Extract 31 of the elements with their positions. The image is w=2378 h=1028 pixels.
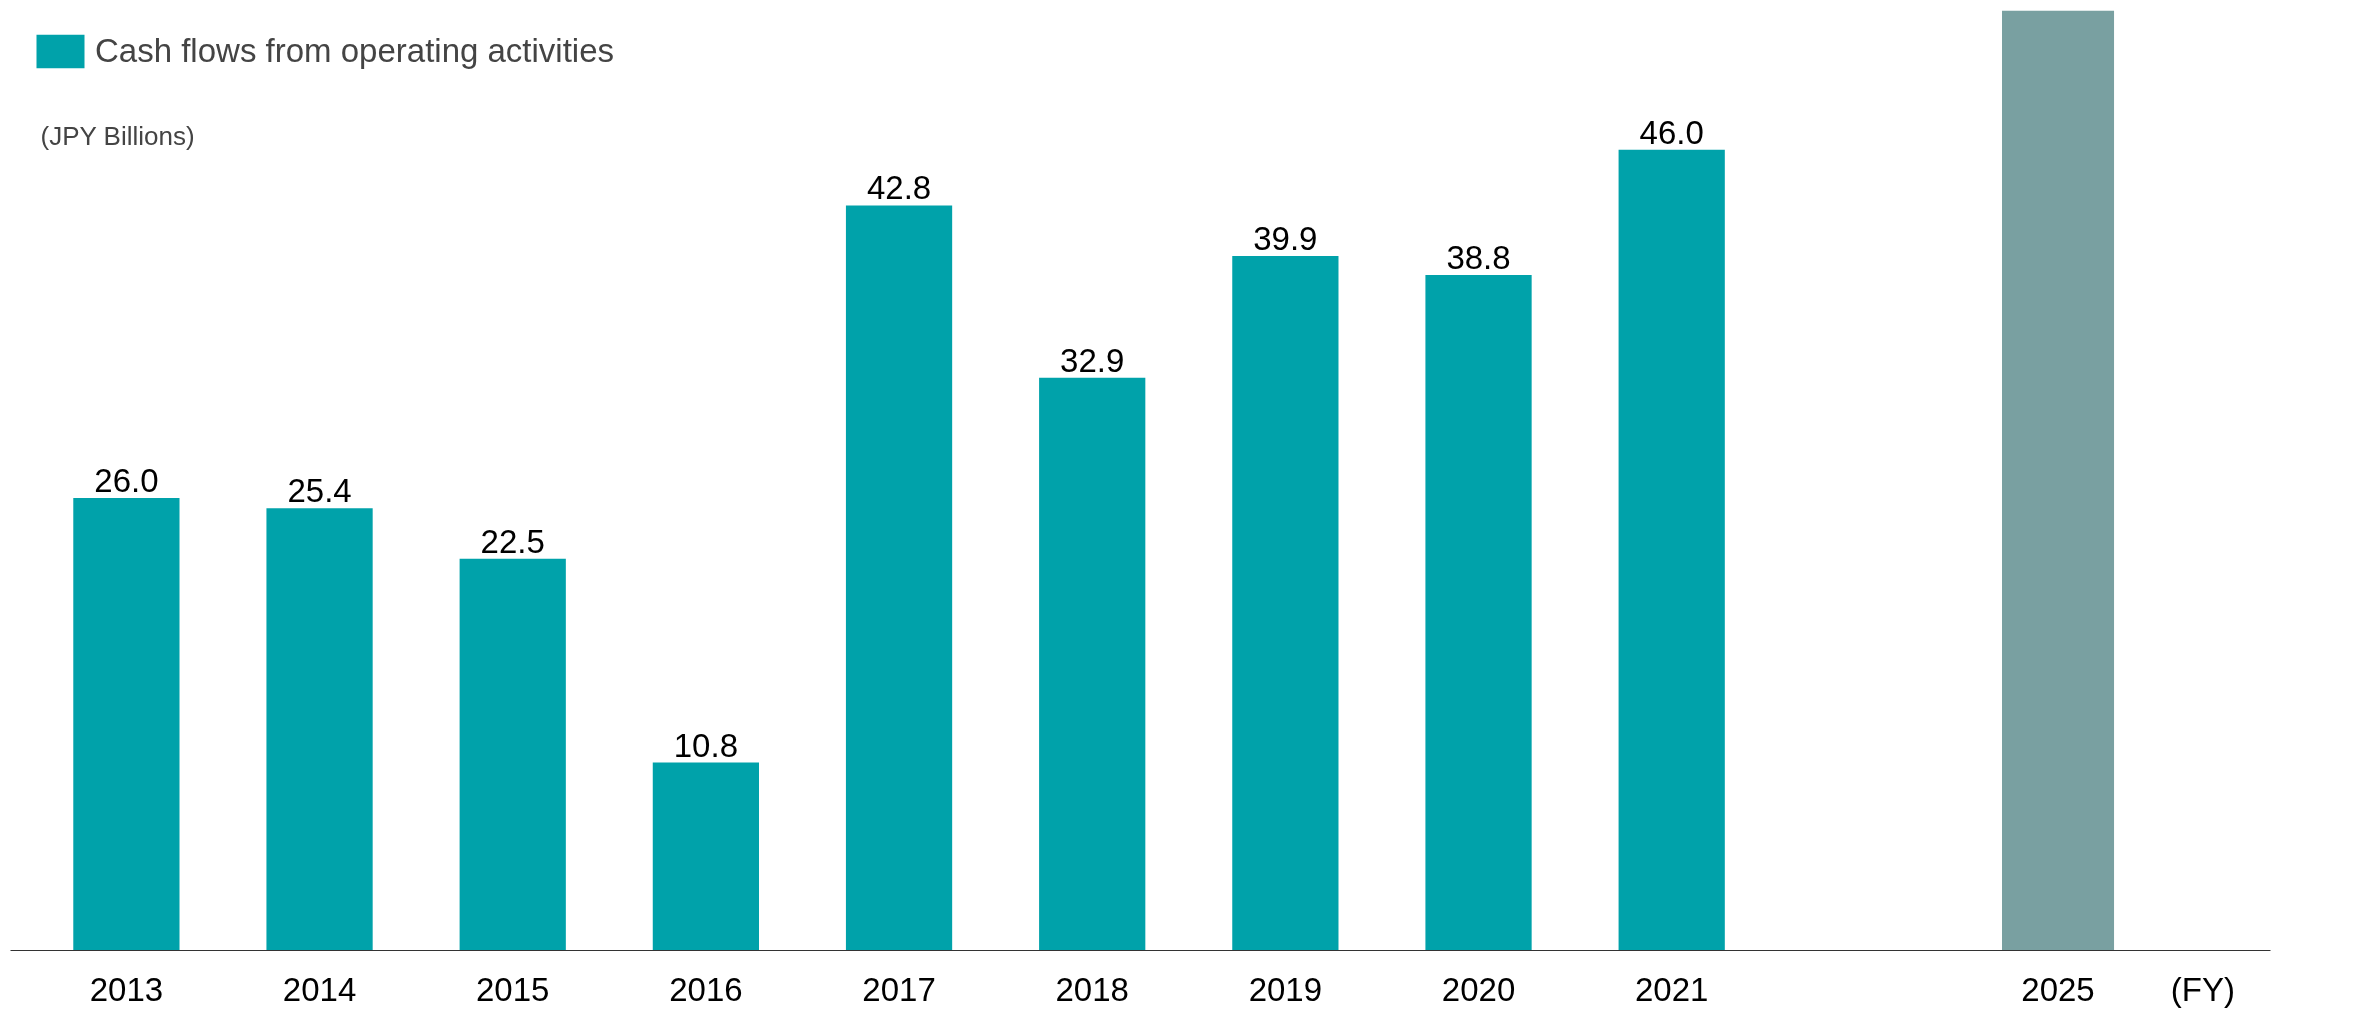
x-tick-label: 2025 [2021, 970, 2095, 1008]
x-tick-label: 2013 [89, 970, 164, 1008]
x-tick-label: 2021 [1634, 970, 1709, 1008]
x-tick-label: 2016 [669, 970, 743, 1008]
x-tick-label: 2014 [282, 970, 357, 1008]
data-label: 22.5 [480, 522, 545, 560]
annotation: (JPY Billions) [40, 120, 195, 151]
bar [845, 205, 953, 951]
x-tick-label: 2017 [862, 970, 936, 1008]
bar [1618, 149, 1725, 951]
data-label: 39.9 [1253, 219, 1318, 257]
bar [1425, 275, 1532, 951]
bar [652, 762, 759, 951]
data-label: 42.8 [866, 169, 932, 207]
bar [1039, 377, 1146, 951]
data-label: 46.0 [1639, 113, 1704, 151]
x-tick-label: 2015 [476, 970, 550, 1008]
bar [266, 508, 373, 951]
data-label: 25.4 [287, 472, 352, 510]
data-label: 10.8 [673, 726, 739, 764]
x-tick-label: 2020 [1441, 970, 1516, 1008]
bar [459, 558, 566, 951]
bar [1232, 255, 1339, 951]
x-tick-label: 2019 [1248, 970, 1323, 1008]
data-label: 38.8 [1446, 239, 1511, 277]
text: (FY) [2170, 970, 2235, 1008]
legend-label: Cash flows from operating activities [95, 32, 615, 70]
x-tick-label: 2018 [1055, 970, 1129, 1008]
data-label: 32.9 [1060, 341, 1125, 379]
data-label: 26.0 [94, 461, 159, 499]
bar [73, 497, 180, 951]
